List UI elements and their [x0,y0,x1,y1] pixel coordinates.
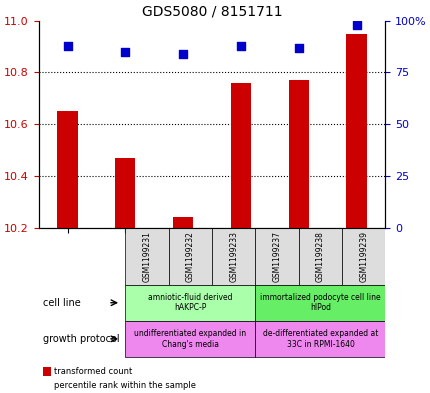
Text: de-differentiated expanded at
33C in RPMI-1640: de-differentiated expanded at 33C in RPM… [262,329,377,349]
Point [122,49,129,55]
Bar [346,34,366,228]
Text: GSM1199232: GSM1199232 [185,231,194,281]
Point [64,42,71,49]
Bar [115,158,135,228]
Bar [172,217,193,228]
Bar [43,381,51,390]
FancyBboxPatch shape [212,228,255,285]
FancyBboxPatch shape [125,321,255,357]
Text: amniotic-fluid derived
hAKPC-P: amniotic-fluid derived hAKPC-P [148,293,232,312]
FancyBboxPatch shape [255,285,384,321]
Text: GSM1199233: GSM1199233 [229,231,238,282]
Text: transformed count: transformed count [54,367,132,376]
Bar [43,367,51,376]
Bar [57,111,77,228]
FancyBboxPatch shape [125,285,255,321]
Point [237,42,244,49]
Text: GSM1199237: GSM1199237 [272,231,281,282]
Text: undifferentiated expanded in
Chang's media: undifferentiated expanded in Chang's med… [134,329,246,349]
Point [179,51,186,57]
FancyBboxPatch shape [298,228,341,285]
FancyBboxPatch shape [125,228,168,285]
Text: growth protocol: growth protocol [43,334,119,344]
Bar [288,80,308,228]
Text: GSM1199231: GSM1199231 [142,231,151,281]
Text: GSM1199238: GSM1199238 [315,231,324,281]
FancyBboxPatch shape [168,228,212,285]
Point [352,22,359,28]
FancyBboxPatch shape [341,228,384,285]
Bar [230,83,251,228]
Title: GDS5080 / 8151711: GDS5080 / 8151711 [141,4,282,18]
Text: cell line: cell line [43,298,80,308]
Text: immortalized podocyte cell line
hIPod: immortalized podocyte cell line hIPod [260,293,380,312]
FancyBboxPatch shape [255,228,298,285]
FancyBboxPatch shape [255,321,384,357]
Text: percentile rank within the sample: percentile rank within the sample [54,381,195,390]
Text: GSM1199239: GSM1199239 [359,231,368,282]
Point [295,44,301,51]
